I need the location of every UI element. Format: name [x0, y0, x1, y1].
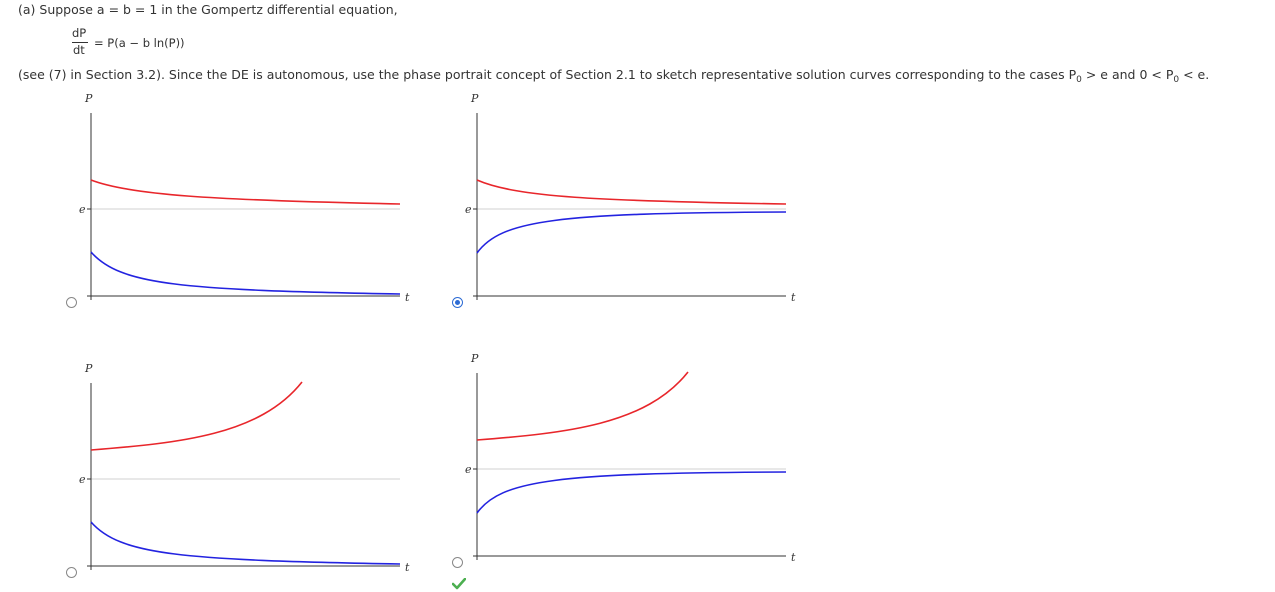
- e-label: e: [79, 203, 86, 216]
- subscript-0: 0: [1076, 75, 1082, 85]
- line3-part-a: (see (7) in Section 3.2). Since the DE i…: [18, 67, 1077, 82]
- line3-part-c: < e.: [1179, 67, 1210, 82]
- e-label: e: [465, 463, 472, 476]
- option-d-radio[interactable]: [452, 557, 463, 568]
- lower-solution-curve: [90, 251, 401, 295]
- upper-solution-curve: [476, 179, 787, 205]
- option-d-graph: P e t: [465, 352, 796, 564]
- question-line-3: (see (7) in Section 3.2). Since the DE i…: [18, 67, 1209, 85]
- upper-solution-curve: [476, 371, 689, 441]
- upper-solution-curve: [90, 381, 303, 451]
- option-c-radio[interactable]: [66, 567, 77, 578]
- t-axis-label: t: [791, 551, 796, 564]
- line3-part-b: > e and 0 < P: [1081, 67, 1174, 82]
- t-axis-label: t: [405, 561, 410, 574]
- question-line-1: (a) Suppose a = b = 1 in the Gompertz di…: [18, 2, 398, 17]
- p-axis-label: P: [84, 92, 93, 105]
- t-axis-label: t: [791, 291, 796, 304]
- p-axis-label: P: [470, 352, 479, 365]
- option-a-graph: P e t: [79, 92, 410, 304]
- check-icon: [452, 578, 466, 590]
- upper-solution-curve: [90, 179, 401, 205]
- p-axis-label: P: [470, 92, 479, 105]
- e-label: e: [79, 473, 86, 486]
- option-a-radio[interactable]: [66, 297, 77, 308]
- option-b-graph: P e t: [465, 92, 796, 304]
- lower-solution-curve: [476, 471, 787, 514]
- fraction-bar: [72, 42, 88, 43]
- fraction-denominator: dt: [73, 43, 85, 57]
- t-axis-label: t: [405, 291, 410, 304]
- p-axis-label: P: [84, 362, 93, 375]
- fraction-numerator: dP: [72, 26, 87, 40]
- equation-rhs: = P(a − b ln(P)): [94, 36, 185, 50]
- lower-solution-curve: [90, 521, 401, 565]
- lower-solution-curve: [476, 211, 787, 254]
- e-label: e: [465, 203, 472, 216]
- option-b-radio[interactable]: [452, 297, 463, 308]
- subscript-0: 0: [1173, 75, 1180, 85]
- option-c-graph: P e t: [79, 362, 410, 574]
